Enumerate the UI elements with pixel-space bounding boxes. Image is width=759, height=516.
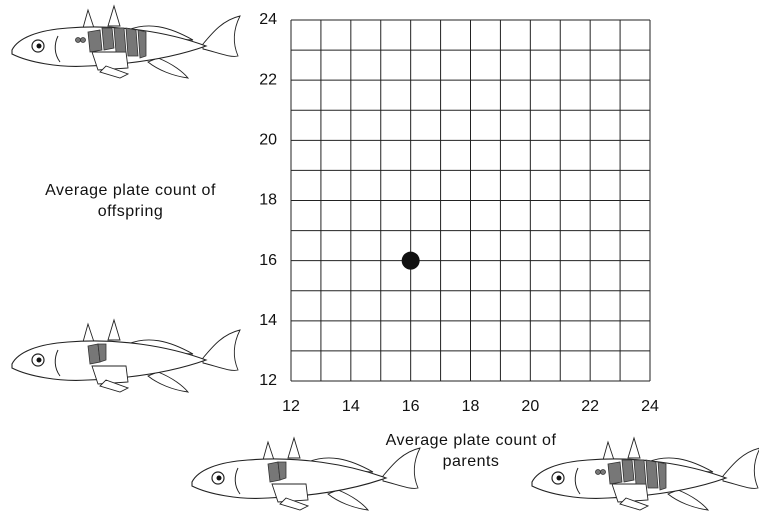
- y-axis-label: Average plate count of offspring: [28, 180, 233, 222]
- x-tick-label: 20: [521, 398, 539, 415]
- y-tick-label: 20: [259, 132, 277, 149]
- fish-illustration: [12, 6, 240, 78]
- x-tick-label: 18: [462, 398, 480, 415]
- x-tick-label: 14: [342, 398, 360, 415]
- y-tick-label: 16: [259, 252, 277, 269]
- x-tick-label: 24: [641, 398, 659, 415]
- y-tick-label: 14: [259, 312, 277, 329]
- fish-illustration: [12, 320, 240, 392]
- y-tick-label: 12: [259, 372, 277, 389]
- y-tick-label: 24: [259, 11, 277, 28]
- page: 12 14 16 18 20 22 24 12 14 16 18 20 22 24 Average pla…: [0, 0, 759, 516]
- fish-illustration: [532, 438, 759, 510]
- x-tick-label: 12: [282, 398, 300, 415]
- x-tick-label: 22: [581, 398, 599, 415]
- x-tick-label: 16: [402, 398, 420, 415]
- y-tick-label: 22: [259, 71, 277, 88]
- data-point: [402, 252, 420, 270]
- y-tick-label: 18: [259, 192, 277, 209]
- x-axis-label: Average plate count of parents: [376, 430, 566, 472]
- plot-area: 12 14 16 18 20 22 24 12 14 16 18 20 22 24: [259, 11, 659, 415]
